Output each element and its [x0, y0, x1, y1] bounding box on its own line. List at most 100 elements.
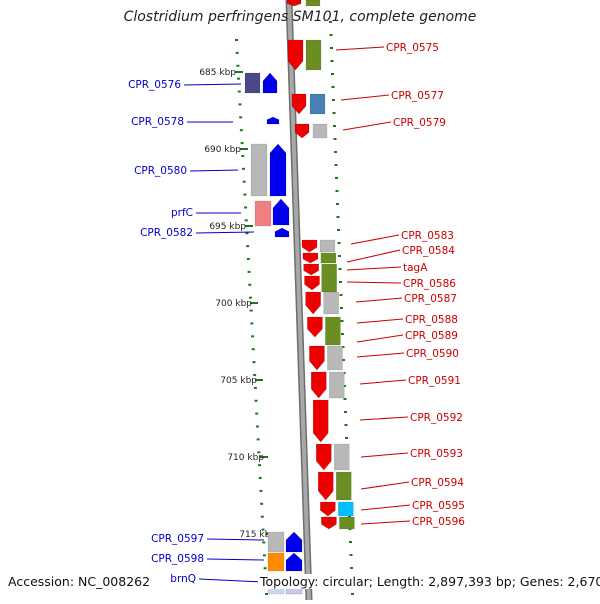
- left-tick-dot: [240, 142, 244, 145]
- leader-line: [206, 558, 265, 561]
- cog-box: [305, 39, 322, 71]
- left-tick-dot: [237, 90, 241, 93]
- gene-arrow-forward: [285, 552, 303, 572]
- leader-line: [359, 379, 407, 385]
- leader-line: [350, 234, 400, 245]
- leader-line: [360, 520, 411, 525]
- right-tick-dot: [333, 125, 336, 127]
- gene-label-reverse: CPR_0588: [405, 314, 458, 326]
- left-tick-dot: [251, 335, 255, 338]
- right-tick-dot: [338, 268, 342, 270]
- cog-box: [339, 516, 355, 530]
- right-tick-dot: [332, 112, 336, 114]
- right-tick-dot: [342, 359, 345, 361]
- left-tick-dot: [262, 541, 266, 544]
- leader-line: [189, 169, 239, 172]
- leader-line: [355, 297, 403, 303]
- map-title: Clostridium perfringens SM101, complete …: [123, 9, 477, 25]
- left-tick-dot: [239, 116, 243, 119]
- left-tick-dot: [256, 438, 260, 441]
- gene-arrow-reverse: [310, 371, 327, 399]
- left-tick-dot: [248, 283, 252, 286]
- right-tick-dot: [334, 164, 338, 166]
- gene-arrow-reverse: [312, 399, 329, 443]
- right-tick-dot: [350, 567, 353, 569]
- cog-box: [320, 252, 337, 264]
- cog-box: [323, 291, 339, 315]
- kbp-label: 690 kbp: [204, 145, 241, 155]
- kbp-label: 715 kbp: [239, 530, 276, 540]
- right-tick-dot: [333, 138, 337, 140]
- left-tick-dot: [258, 477, 262, 480]
- left-tick-dot: [251, 348, 255, 351]
- gene-arrow-reverse: [307, 316, 323, 338]
- cog-box: [305, 0, 321, 7]
- right-tick-dot: [349, 554, 353, 556]
- gene-label-reverse: CPR_0595: [412, 500, 465, 512]
- gene-arrow-reverse: [309, 345, 325, 371]
- left-tick-dot: [239, 129, 243, 132]
- gene-arrow-reverse: [315, 443, 332, 471]
- left-tick-dot: [253, 373, 257, 376]
- right-tick-dot: [344, 411, 347, 413]
- left-tick-dot: [263, 567, 267, 570]
- leader-line: [198, 578, 265, 583]
- gene-arrow-reverse: [321, 516, 337, 530]
- gene-label-reverse: CPR_0583: [401, 230, 454, 242]
- gene-label-reverse: CPR_0577: [391, 90, 444, 102]
- gene-arrow-reverse: [303, 263, 319, 276]
- leader-line: [360, 504, 411, 511]
- gene-label-reverse: CPR_0587: [404, 293, 457, 305]
- right-tick-dot: [344, 424, 348, 426]
- left-tick-dot: [260, 502, 264, 505]
- leader-line: [346, 266, 402, 271]
- leader-line: [346, 249, 401, 263]
- left-tick-dot: [252, 361, 256, 364]
- cog-box: [244, 72, 261, 94]
- gene-arrow-reverse: [301, 239, 318, 253]
- right-tick-dot: [337, 242, 341, 244]
- left-tick-dot: [261, 528, 265, 531]
- left-tick-dot: [241, 154, 245, 157]
- right-tick-dot: [341, 346, 345, 348]
- left-tick-dot: [236, 64, 240, 67]
- gene-arrow-reverse: [320, 501, 336, 517]
- gene-label-reverse: CPR_0586: [403, 278, 456, 290]
- kbp-label: 700 kbp: [215, 299, 252, 309]
- cog-box: [309, 93, 326, 115]
- gene-arrow-reverse: [291, 93, 307, 115]
- cog-box: [319, 239, 336, 253]
- right-tick-dot: [343, 385, 346, 387]
- gene-label-forward: CPR_0598: [151, 553, 204, 565]
- left-tick-dot: [241, 167, 245, 170]
- right-tick-dot: [332, 99, 335, 101]
- right-tick-dot: [334, 151, 337, 153]
- gene-label-forward: CPR_0578: [131, 116, 184, 128]
- leader-line: [195, 231, 255, 234]
- gene-arrow-reverse: [287, 39, 304, 71]
- gene-label-reverse: CPR_0596: [412, 516, 465, 528]
- right-tick-dot: [335, 177, 338, 179]
- right-tick-dot: [331, 86, 335, 88]
- gene-label-reverse: CPR_0590: [406, 348, 459, 360]
- right-tick-dot: [336, 216, 340, 218]
- right-tick-dot: [335, 190, 339, 192]
- cog-box: [321, 263, 337, 293]
- leader-line: [342, 121, 392, 131]
- cog-box: [338, 501, 354, 517]
- gene-label-reverse: CPR_0575: [386, 42, 439, 54]
- gene-label-forward: prfC: [171, 207, 193, 219]
- kbp-label: 685 kbp: [199, 68, 236, 78]
- topology-label: Topology: circular; Length: 2,897,393 bp…: [258, 574, 600, 589]
- left-tick-dot: [253, 386, 257, 389]
- leader-line: [335, 46, 385, 51]
- gene-arrow-forward: [285, 531, 303, 553]
- kbp-label: 705 kbp: [220, 376, 257, 386]
- right-tick-dot: [341, 333, 344, 335]
- left-tick-dot: [235, 39, 238, 41]
- cog-box: [267, 552, 285, 572]
- right-tick-dot: [338, 255, 341, 257]
- cog-box: [254, 200, 272, 227]
- left-tick-dot: [247, 270, 251, 273]
